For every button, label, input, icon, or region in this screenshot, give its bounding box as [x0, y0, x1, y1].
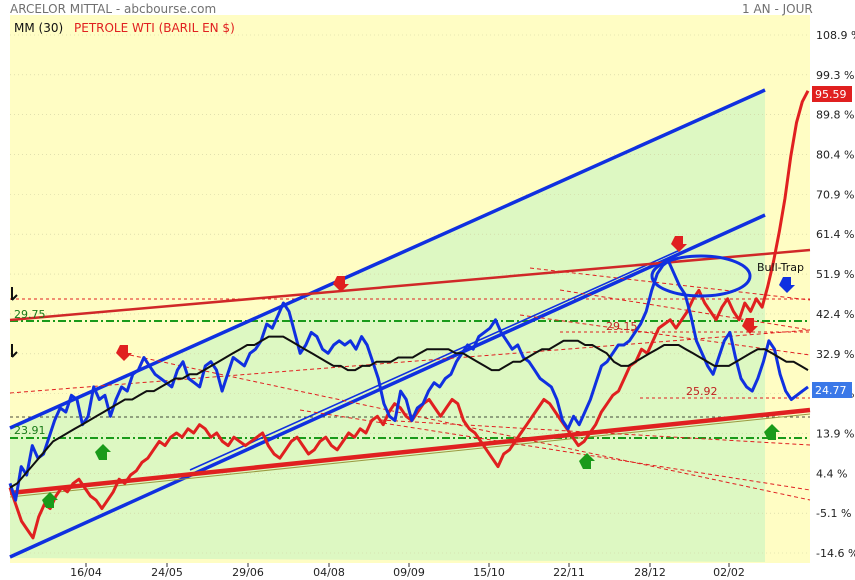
trendline: [9, 413, 811, 498]
x-tick-label: 28/12: [634, 566, 666, 579]
x-tick-label: 24/05: [151, 566, 183, 579]
x-tick-label: 16/04: [70, 566, 102, 579]
bull-trap-label: Bull-Trap: [757, 261, 804, 274]
down-arrow-icon: [742, 318, 758, 334]
trendline: [9, 407, 811, 496]
up-arrow-icon: [764, 424, 780, 440]
trendlines: [9, 88, 811, 559]
side-marker: [11, 287, 18, 301]
trendline: [9, 213, 766, 559]
last-oil-tag: 95.59: [812, 86, 852, 102]
y-tick-label: 70.9 %: [816, 188, 854, 201]
x-tick-label: 22/11: [553, 566, 585, 579]
trendline: [9, 329, 811, 394]
trendline: [529, 267, 811, 301]
legend-oil: PETROLE WTI (BARIL EN $): [74, 21, 235, 35]
period-label: 1 AN - JOUR: [742, 2, 813, 16]
level-label-29-75: 29.75: [14, 308, 46, 321]
last-price-value: 24.77: [815, 384, 847, 397]
levels: [10, 298, 810, 439]
down-arrow-icon: [671, 236, 687, 252]
series-line-1: [8, 90, 810, 540]
trendline: [189, 249, 681, 471]
last-oil-value: 95.59: [815, 88, 847, 101]
y-tick-label: 32.9 %: [816, 348, 854, 361]
up-arrow-icon: [579, 453, 595, 469]
bull-trap-circle: [650, 254, 752, 298]
side-marker: [11, 344, 18, 358]
y-tick-label: 42.4 %: [816, 308, 854, 321]
series-line-2: [9, 335, 809, 489]
x-tick-label: 04/08: [313, 566, 345, 579]
y-grid: [10, 34, 810, 554]
down-arrow-icon: [333, 276, 349, 292]
series-line-0: [8, 259, 809, 502]
y-tick-label: -14.6 %: [816, 547, 855, 560]
level-label-29-15: 29.15: [606, 320, 638, 333]
level-label-25-92: 25.92: [686, 385, 718, 398]
down-arrow-icon: [116, 345, 132, 361]
y-tick-label: 89.8 %: [816, 109, 854, 122]
series-lines: [8, 90, 810, 540]
last-price-tag: 24.77: [812, 382, 852, 398]
trendline: [129, 354, 811, 501]
trendline: [9, 248, 811, 322]
y-tick-label: 13.9 %: [816, 427, 854, 440]
x-tick-label: 02/02: [713, 566, 745, 579]
trendline: [559, 289, 811, 331]
y-tick-label: -5.1 %: [816, 507, 851, 520]
y-tick-label: 108.9 %: [816, 29, 855, 42]
legend-ma: MM (30): [14, 21, 63, 35]
up-arrow-icon: [42, 492, 58, 508]
level-label-23-91: 23.91: [14, 424, 46, 437]
y-tick-label: 51.9 %: [816, 268, 854, 281]
x-tick-label: 15/10: [473, 566, 505, 579]
y-tick-label: 80.4 %: [816, 149, 854, 162]
y-tick-label: 99.3 %: [816, 69, 854, 82]
chart-title: ARCELOR MITTAL - abcbourse.com: [10, 2, 216, 16]
x-tick-label: 29/06: [232, 566, 264, 579]
x-tick-label: 09/09: [393, 566, 425, 579]
down-arrow-icon: [779, 277, 795, 293]
y-tick-label: 4.4 %: [816, 467, 847, 480]
up-arrow-icon: [95, 444, 111, 460]
y-axis-ticks: 108.9 % 99.3 % 89.8 % 80.4 % 70.9 % 61.4 % 51.…: [816, 29, 855, 560]
signal-arrows: [11, 236, 795, 508]
trendline: [379, 419, 811, 446]
x-axis-ticks: 16/04 24/05 29/06 04/08 09/09 15/10 22/11 28/12…: [70, 563, 745, 579]
y-tick-label: 61.4 %: [816, 228, 854, 241]
